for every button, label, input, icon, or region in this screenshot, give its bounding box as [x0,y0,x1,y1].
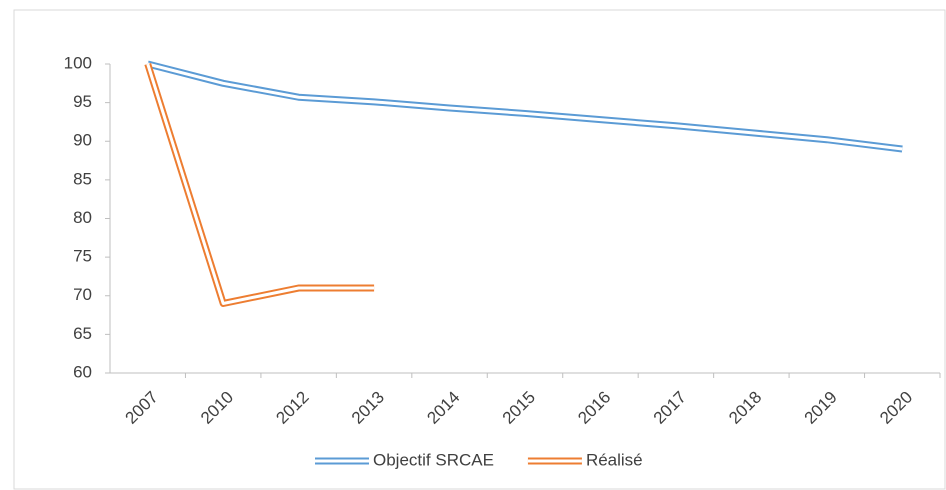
y-tick-label: 90 [73,131,92,150]
y-tick-label: 100 [64,53,92,72]
series-line-inner [146,63,375,305]
y-tick-label: 80 [73,208,92,227]
legend-label: Objectif SRCAE [373,450,494,469]
y-tick-label: 75 [73,247,92,266]
chart-frame [13,9,946,490]
y-tick-label: 85 [73,169,92,188]
y-tick-label: 95 [73,92,92,111]
legend-label: Réalisé [586,450,643,469]
y-tick-label: 60 [73,362,92,381]
series-line-inner [147,62,903,151]
y-tick-label: 65 [73,324,92,343]
y-tick-label: 70 [73,285,92,304]
